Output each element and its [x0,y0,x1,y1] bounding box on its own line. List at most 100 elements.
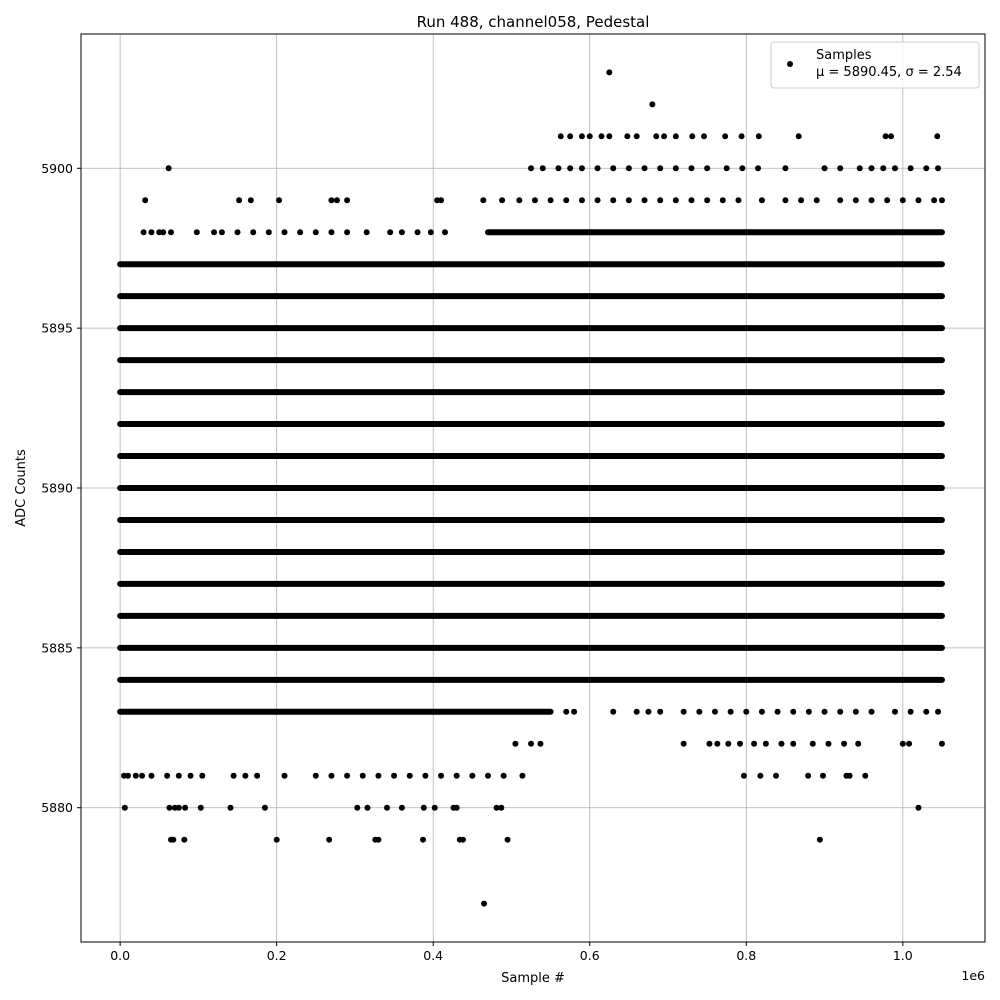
sample-point [891,708,898,715]
sample-point [672,133,679,140]
sample-point [594,165,601,172]
sample-point [199,772,206,779]
sample-point [762,740,769,747]
x-tick-label: 0.2 [267,948,287,963]
sample-point [139,772,146,779]
sample-point [261,804,268,811]
sample-point [725,740,732,747]
x-tick-label: 0.8 [736,948,756,963]
sample-point [672,197,679,204]
sample-point [160,229,167,236]
legend-box [770,41,980,89]
sample-point [633,708,640,715]
sample-point [798,197,805,204]
sample-point [722,133,729,140]
sample-point [739,165,746,172]
sample-point [211,229,218,236]
sample-point [531,197,538,204]
sample-point [354,804,361,811]
sample-point [140,229,147,236]
sample-point [328,772,335,779]
sample-point [236,197,243,204]
sample-point [384,804,391,811]
sample-point [805,708,812,715]
sample-point [273,836,280,843]
sample-point [606,133,613,140]
sample-point [555,165,562,172]
legend-series-name: Samples [816,48,872,63]
sample-point [469,772,476,779]
sample-point [653,133,660,140]
sample-point [882,133,889,140]
sample-point [689,133,696,140]
sample-point [148,772,155,779]
sample-point [344,772,351,779]
sample-point [359,772,366,779]
sample-point [755,133,762,140]
sample-point [688,165,695,172]
sample-point [841,740,848,747]
sample-point [624,133,631,140]
sample-point [406,772,413,779]
sample-point [790,740,797,747]
sample-point [187,772,194,779]
x-tick-label: 1.0 [893,948,913,963]
sample-point [265,229,272,236]
sample-point [809,740,816,747]
sample-point [935,165,942,172]
sample-point [578,165,585,172]
sample-point [868,197,875,204]
sample-point [610,708,617,715]
sample-point [821,708,828,715]
sample-point [182,804,189,811]
sample-point [193,229,200,236]
sample-point [758,197,765,204]
sample-point [567,165,574,172]
sample-point [578,197,585,204]
sample-point [757,772,764,779]
sample-point [649,101,656,108]
sample-point [856,165,863,172]
sample-point [735,197,742,204]
sample-point [567,133,574,140]
sample-point [711,708,718,715]
sample-point [281,772,288,779]
sample-point [242,772,249,779]
sample-point [481,900,488,907]
sample-point [516,197,523,204]
sample-point [774,708,781,715]
sample-point [633,133,640,140]
legend: Samples μ = 5890.45, σ = 2.54 [770,41,980,89]
sample-point [528,740,535,747]
sample-point [773,772,780,779]
sample-point [512,740,519,747]
sample-point [606,69,613,76]
sample-point [661,133,668,140]
sample-point [915,197,922,204]
sample-point [751,740,758,747]
x-axis-label: Sample # [501,971,565,986]
y-axis-ticks: 5880 5885 5890 5895 5900 [41,161,81,815]
sample-point [539,165,546,172]
sample-point [880,165,887,172]
sample-point [594,197,601,204]
sample-point [837,165,844,172]
sample-point [935,708,942,715]
sample-point [420,804,427,811]
y-tick-label: 5900 [41,161,73,176]
sample-point [484,772,491,779]
sample-point [234,229,241,236]
sample-point [375,836,382,843]
sample-point [519,772,526,779]
sample-point [328,197,335,204]
sample-point [888,133,895,140]
sample-point [563,197,570,204]
sample-point [696,708,703,715]
y-tick-label: 5890 [41,481,73,496]
sample-point [938,197,945,204]
sample-point [795,133,802,140]
sample-point [934,133,941,140]
sample-point [641,165,648,172]
